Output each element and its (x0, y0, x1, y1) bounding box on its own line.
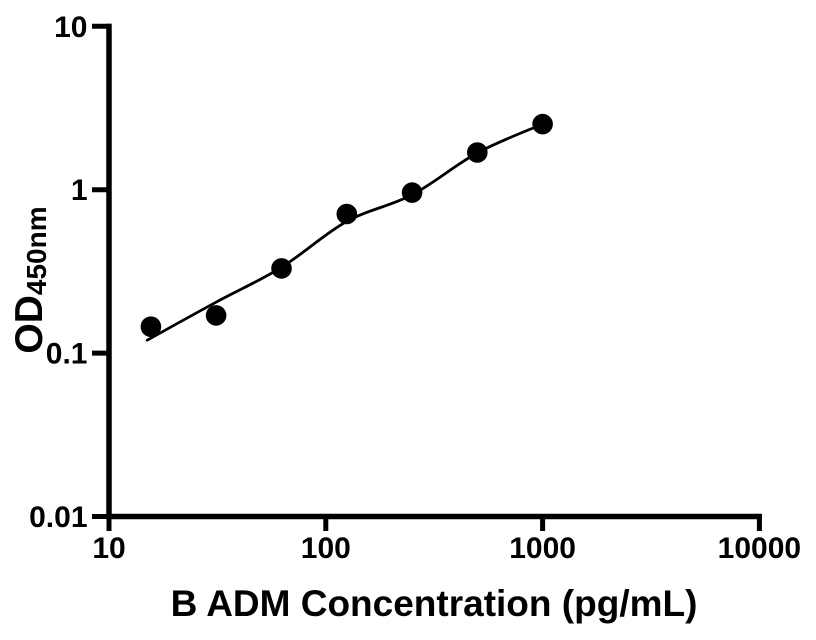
data-point (401, 182, 423, 203)
x-tick-label: 1000 (509, 532, 576, 565)
y-tick-label: 10 (54, 11, 87, 44)
x-tick-label: 100 (301, 532, 351, 565)
data-point (205, 305, 227, 326)
plot-marks (140, 113, 553, 342)
x-tick-label: 10000 (718, 532, 801, 565)
y-tick-label: 1 (71, 174, 88, 207)
y-axis-title-subscript: 450nm (21, 206, 52, 295)
data-point (336, 203, 358, 225)
y-axis-title-main: OD (8, 295, 51, 354)
y-tick-label: 0.1 (46, 338, 88, 371)
data-point (532, 113, 553, 135)
x-axis-title: B ADM Concentration (pg/mL) (171, 583, 698, 624)
y-axis-title: OD450nm (8, 206, 52, 353)
y-tick-label: 0.01 (29, 501, 87, 534)
data-point (271, 258, 292, 279)
data-point (467, 142, 488, 163)
x-tick-label: 10 (92, 532, 125, 565)
data-point (140, 316, 162, 338)
